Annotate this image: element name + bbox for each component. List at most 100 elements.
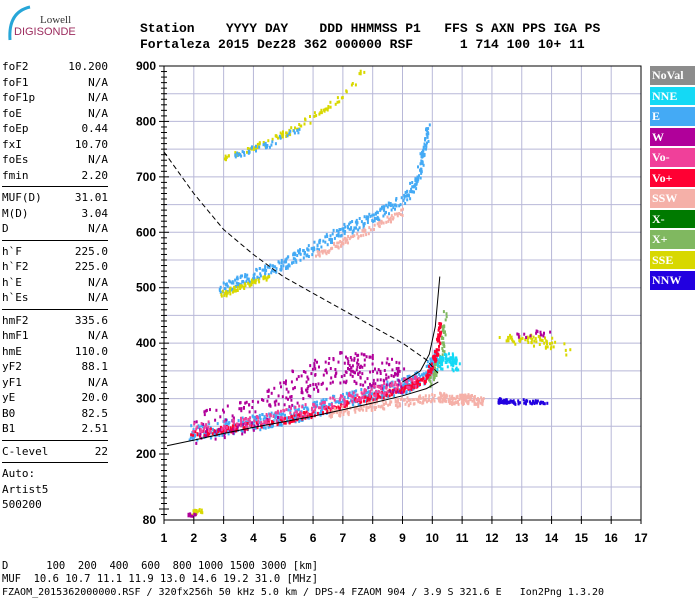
echo-point [433,357,436,361]
echo-point [462,393,464,397]
echo-point [367,386,370,389]
echo-point [238,407,241,411]
echo-point [233,288,236,292]
echo-point [227,154,230,158]
param-name: B1 [2,422,16,435]
echo-point [381,361,384,365]
echo-point [229,292,232,296]
echo-point [350,399,352,403]
echo-point [565,353,568,357]
echo-point [281,418,284,421]
echo-point [199,429,202,433]
echo-point [445,355,448,358]
echo-point [223,434,226,437]
echo-point [347,393,350,397]
echo-point [297,249,300,253]
echo-point [375,217,378,221]
echo-point [262,277,265,281]
echo-point [373,384,375,388]
echo-point [291,403,294,407]
echo-point [564,348,567,352]
echo-point [324,235,327,239]
echo-point [363,353,366,357]
echo-point [343,395,346,399]
echo-point [284,382,287,386]
echo-point [344,239,347,243]
echo-point [445,312,448,316]
echo-point [390,393,393,397]
echo-point [232,281,235,285]
echo-point [516,332,519,336]
echo-point [206,433,209,437]
echo-point [222,281,225,285]
echo-point [543,331,545,335]
echo-point [224,423,227,427]
echo-point [329,105,332,109]
echo-point [235,154,238,158]
echo-point [278,423,281,427]
echo-point [356,232,359,236]
echo-point [538,343,541,346]
echo-point [332,396,335,400]
echo-point [244,274,247,278]
echo-point [374,401,377,405]
echo-point [298,414,301,418]
echo-point [195,427,198,431]
echo-point [270,411,273,415]
echo-point [315,385,318,389]
echo-point [321,408,324,412]
echo-point [225,294,228,298]
echo-point [305,380,308,384]
echo-point [368,355,371,359]
echo-point [543,402,546,406]
echo-point [218,427,220,431]
echo-point [417,379,419,383]
echo-point [333,394,336,398]
echo-point [543,341,546,345]
echo-point [372,398,375,402]
echo-point [406,194,409,197]
echo-point [406,198,409,202]
echo-point [354,410,357,414]
echo-point [409,181,412,185]
echo-point [307,385,310,389]
echo-point [198,508,201,512]
distance-row: D 100 200 400 600 800 1000 1500 3000 [km… [2,560,319,572]
echo-point [406,385,409,389]
echo-point [341,405,344,409]
echo-point [425,364,428,368]
echo-point [314,367,317,371]
echo-point [298,404,301,408]
echo-point [393,212,396,216]
echo-point [527,336,530,340]
legend-item: X- [650,209,695,228]
echo-point [376,384,379,388]
echo-point [234,278,237,282]
echo-point [261,422,264,426]
echo-point [431,360,434,364]
echo-point [268,418,271,422]
echo-point [444,399,447,403]
echo-point [266,144,269,147]
echo-point [296,254,299,257]
echo-point [223,436,226,440]
echo-point [373,219,376,223]
echo-point [393,383,396,387]
param-row: h`E N/A [2,275,108,291]
echo-point [385,220,388,224]
echo-point [420,168,423,172]
echo-point [403,388,406,392]
echo-point [437,338,440,342]
echo-point [376,396,379,400]
echo-point [386,357,389,361]
echo-point [424,380,427,383]
echo-point [357,403,360,407]
echo-point [414,377,417,381]
echo-point [379,372,382,375]
echo-point [505,401,508,405]
echo-point [358,370,361,374]
echo-point [427,376,430,380]
param-value: N/A [88,222,108,235]
echo-point [282,412,285,416]
echo-point [444,333,447,337]
